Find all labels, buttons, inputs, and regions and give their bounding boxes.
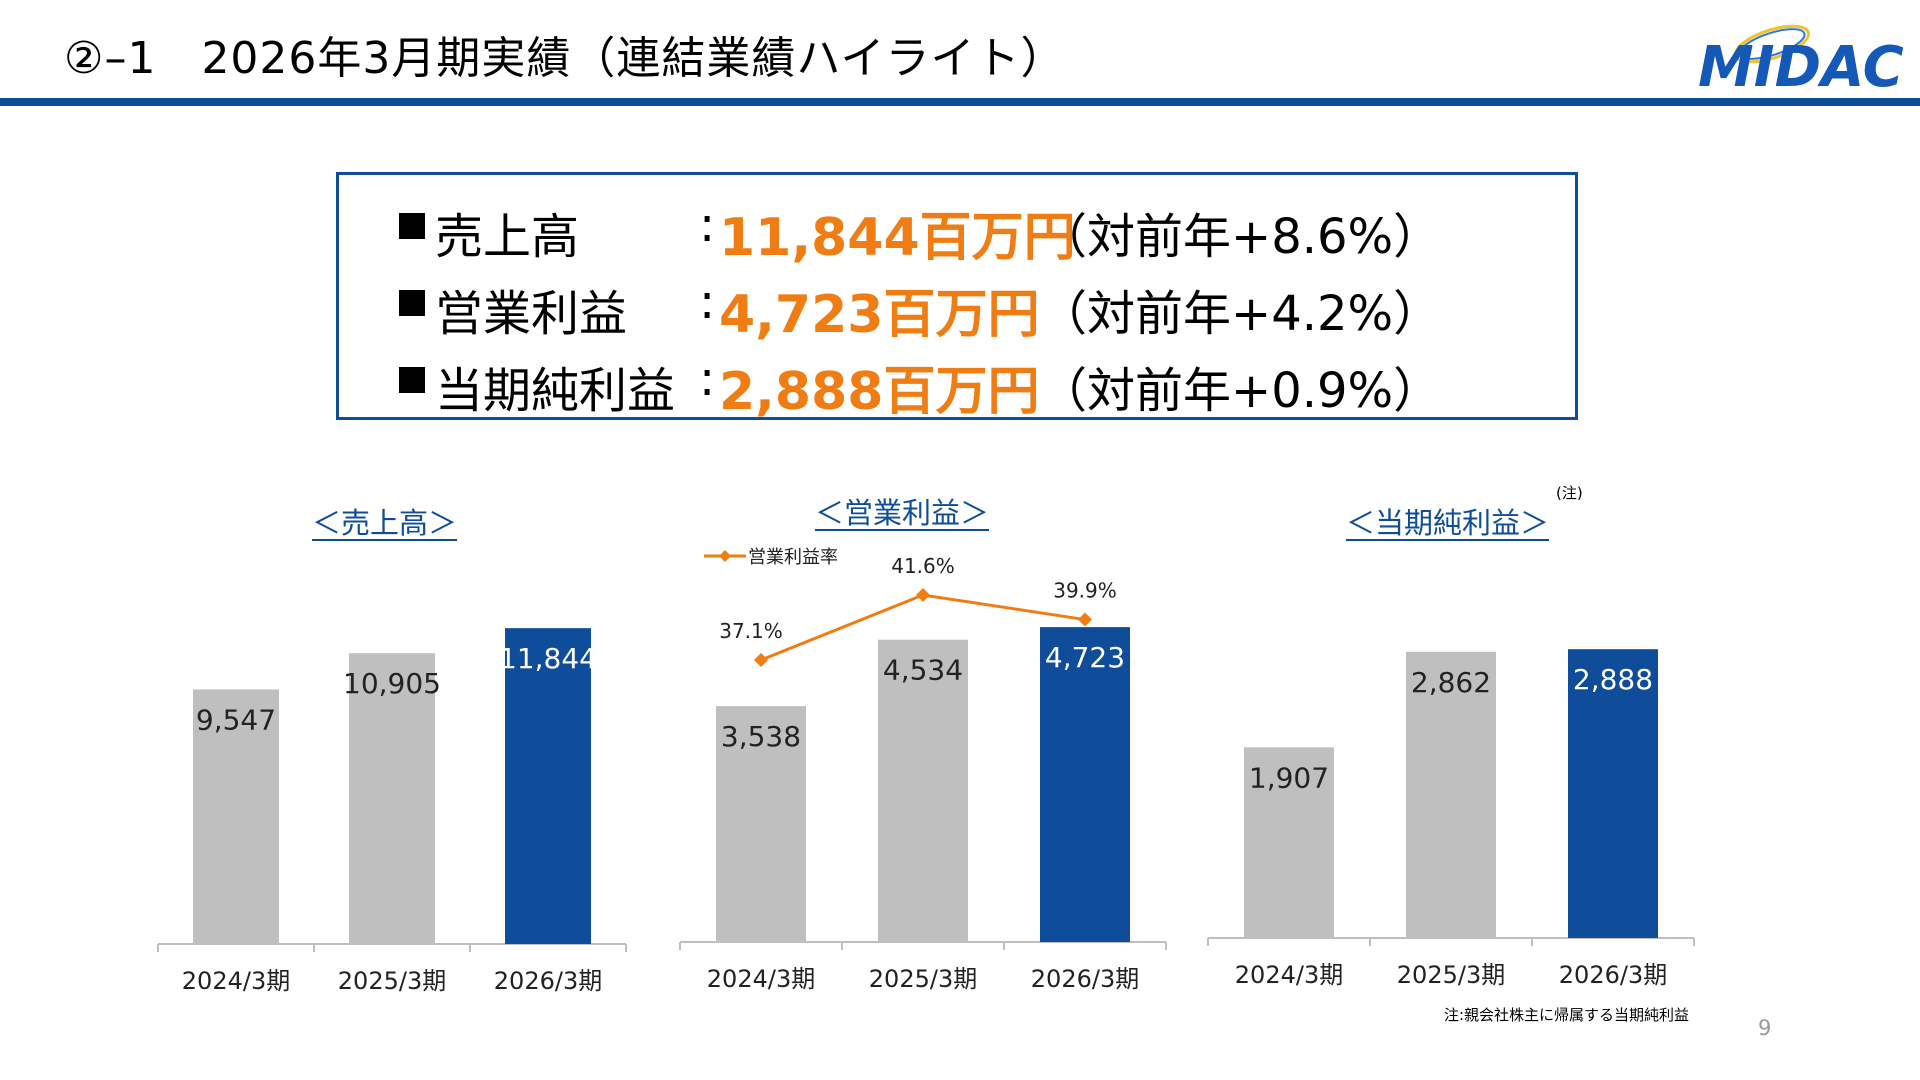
highlight-value: 2,888百万円	[719, 362, 1040, 422]
x-tick-label: 2026/3期	[494, 967, 602, 995]
sales-chart-title: ＜売上高＞	[312, 506, 458, 540]
page-title: ②–1 2026年3月期実績（連結業績ハイライト）	[64, 33, 1066, 84]
bar	[1244, 747, 1334, 938]
highlight-label: 営業利益	[435, 286, 628, 342]
line-point-marker	[754, 653, 768, 667]
bar-value-label: 4,534	[883, 654, 963, 687]
net-income-chart-title: ＜当期純利益＞	[1346, 506, 1550, 540]
bar-value-label: 3,538	[721, 720, 801, 753]
x-tick-label: 2025/3期	[1397, 961, 1505, 989]
bar	[349, 653, 435, 944]
midac-logo: MIDAC	[1698, 24, 1904, 94]
bar-value-label: 1,907	[1249, 761, 1329, 794]
x-tick-label: 2025/3期	[869, 965, 977, 993]
x-tick-label: 2026/3期	[1031, 965, 1139, 993]
line-value-label: 39.9%	[1053, 579, 1117, 603]
bar-value-label: 2,888	[1573, 663, 1653, 696]
highlight-value: 11,844百万円	[719, 208, 1076, 268]
line-value-label: 37.1%	[719, 619, 783, 643]
x-tick-label: 2024/3期	[1235, 961, 1343, 989]
square-bullet-icon	[399, 367, 425, 393]
page-number: 9	[1758, 1016, 1772, 1040]
net-income-title-note: (注)	[1556, 484, 1583, 502]
highlight-label: 売上高	[435, 209, 580, 265]
highlight-colon: :	[699, 274, 716, 330]
bar-value-label: 4,723	[1045, 641, 1125, 674]
legend-label: 営業利益率	[748, 547, 838, 568]
highlight-colon: :	[699, 197, 716, 253]
bar	[505, 628, 591, 944]
line-point-marker	[1078, 612, 1092, 627]
footnote: 注:親会社株主に帰属する当期純利益	[1444, 1006, 1690, 1024]
square-bullet-icon	[399, 290, 425, 316]
line-point-marker	[916, 588, 930, 602]
logo-text: MIDAC	[1698, 35, 1904, 94]
x-tick-label: 2025/3期	[338, 967, 446, 995]
highlight-label: 当期純利益	[435, 363, 676, 419]
square-bullet-icon	[399, 213, 425, 239]
line-value-label: 41.6%	[891, 554, 955, 578]
highlights-box: 売上高 : 11,844百万円 （対前年+8.6%） 営業利益 : 4,723百…	[336, 172, 1578, 422]
bar-value-label: 2,862	[1411, 666, 1491, 699]
bar	[193, 689, 279, 944]
bar	[1568, 649, 1658, 938]
bar	[1406, 651, 1496, 938]
highlight-colon: :	[699, 351, 716, 407]
bar-value-label: 10,905	[343, 667, 441, 700]
x-tick-label: 2024/3期	[182, 967, 290, 995]
bar-value-label: 9,547	[196, 703, 276, 736]
highlight-change: （対前年+0.9%）	[1039, 363, 1442, 419]
bar	[1040, 627, 1130, 942]
x-tick-label: 2024/3期	[707, 965, 815, 993]
highlight-change: （対前年+4.2%）	[1039, 286, 1442, 342]
bar-value-label: 11,844	[499, 642, 597, 675]
header-divider	[0, 98, 1920, 106]
highlight-value: 4,723百万円	[719, 285, 1040, 345]
bar	[716, 706, 806, 942]
legend-marker	[719, 550, 731, 562]
bar	[878, 639, 968, 942]
highlight-change: （対前年+8.6%）	[1039, 209, 1442, 265]
operating-profit-chart-title: ＜営業利益＞	[815, 496, 990, 530]
x-tick-label: 2026/3期	[1559, 961, 1667, 989]
